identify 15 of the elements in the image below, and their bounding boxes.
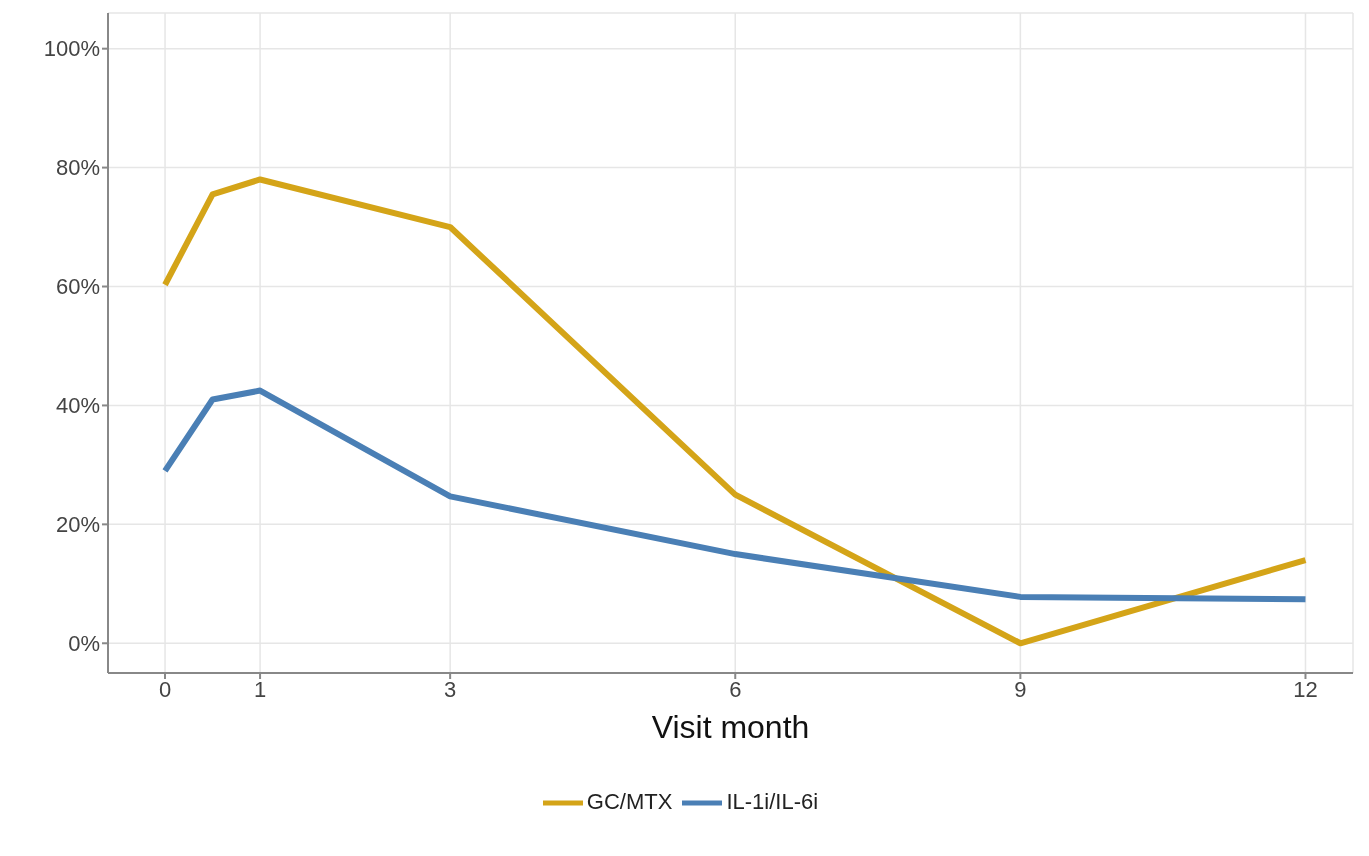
y-tick-label: 80% bbox=[55, 155, 100, 181]
y-tick-label: 0% bbox=[68, 631, 100, 657]
legend-label: GC/MTX bbox=[586, 788, 673, 814]
x-tick-label: 0 bbox=[158, 676, 172, 702]
x-axis-title: Visit month bbox=[651, 708, 810, 745]
y-tick-label: 20% bbox=[55, 512, 100, 538]
x-tick-label: 1 bbox=[253, 676, 267, 702]
y-tick-label: 60% bbox=[55, 274, 100, 300]
x-tick-label: 3 bbox=[444, 676, 457, 702]
y-tick-label: 40% bbox=[55, 393, 100, 419]
x-tick-label: 9 bbox=[1014, 676, 1027, 702]
y-tick-label: 100% bbox=[43, 36, 100, 62]
x-tick-label: 6 bbox=[729, 676, 742, 702]
legend-label: IL-1i/IL-6i bbox=[726, 788, 819, 814]
x-tick-label: 12 bbox=[1293, 676, 1318, 702]
